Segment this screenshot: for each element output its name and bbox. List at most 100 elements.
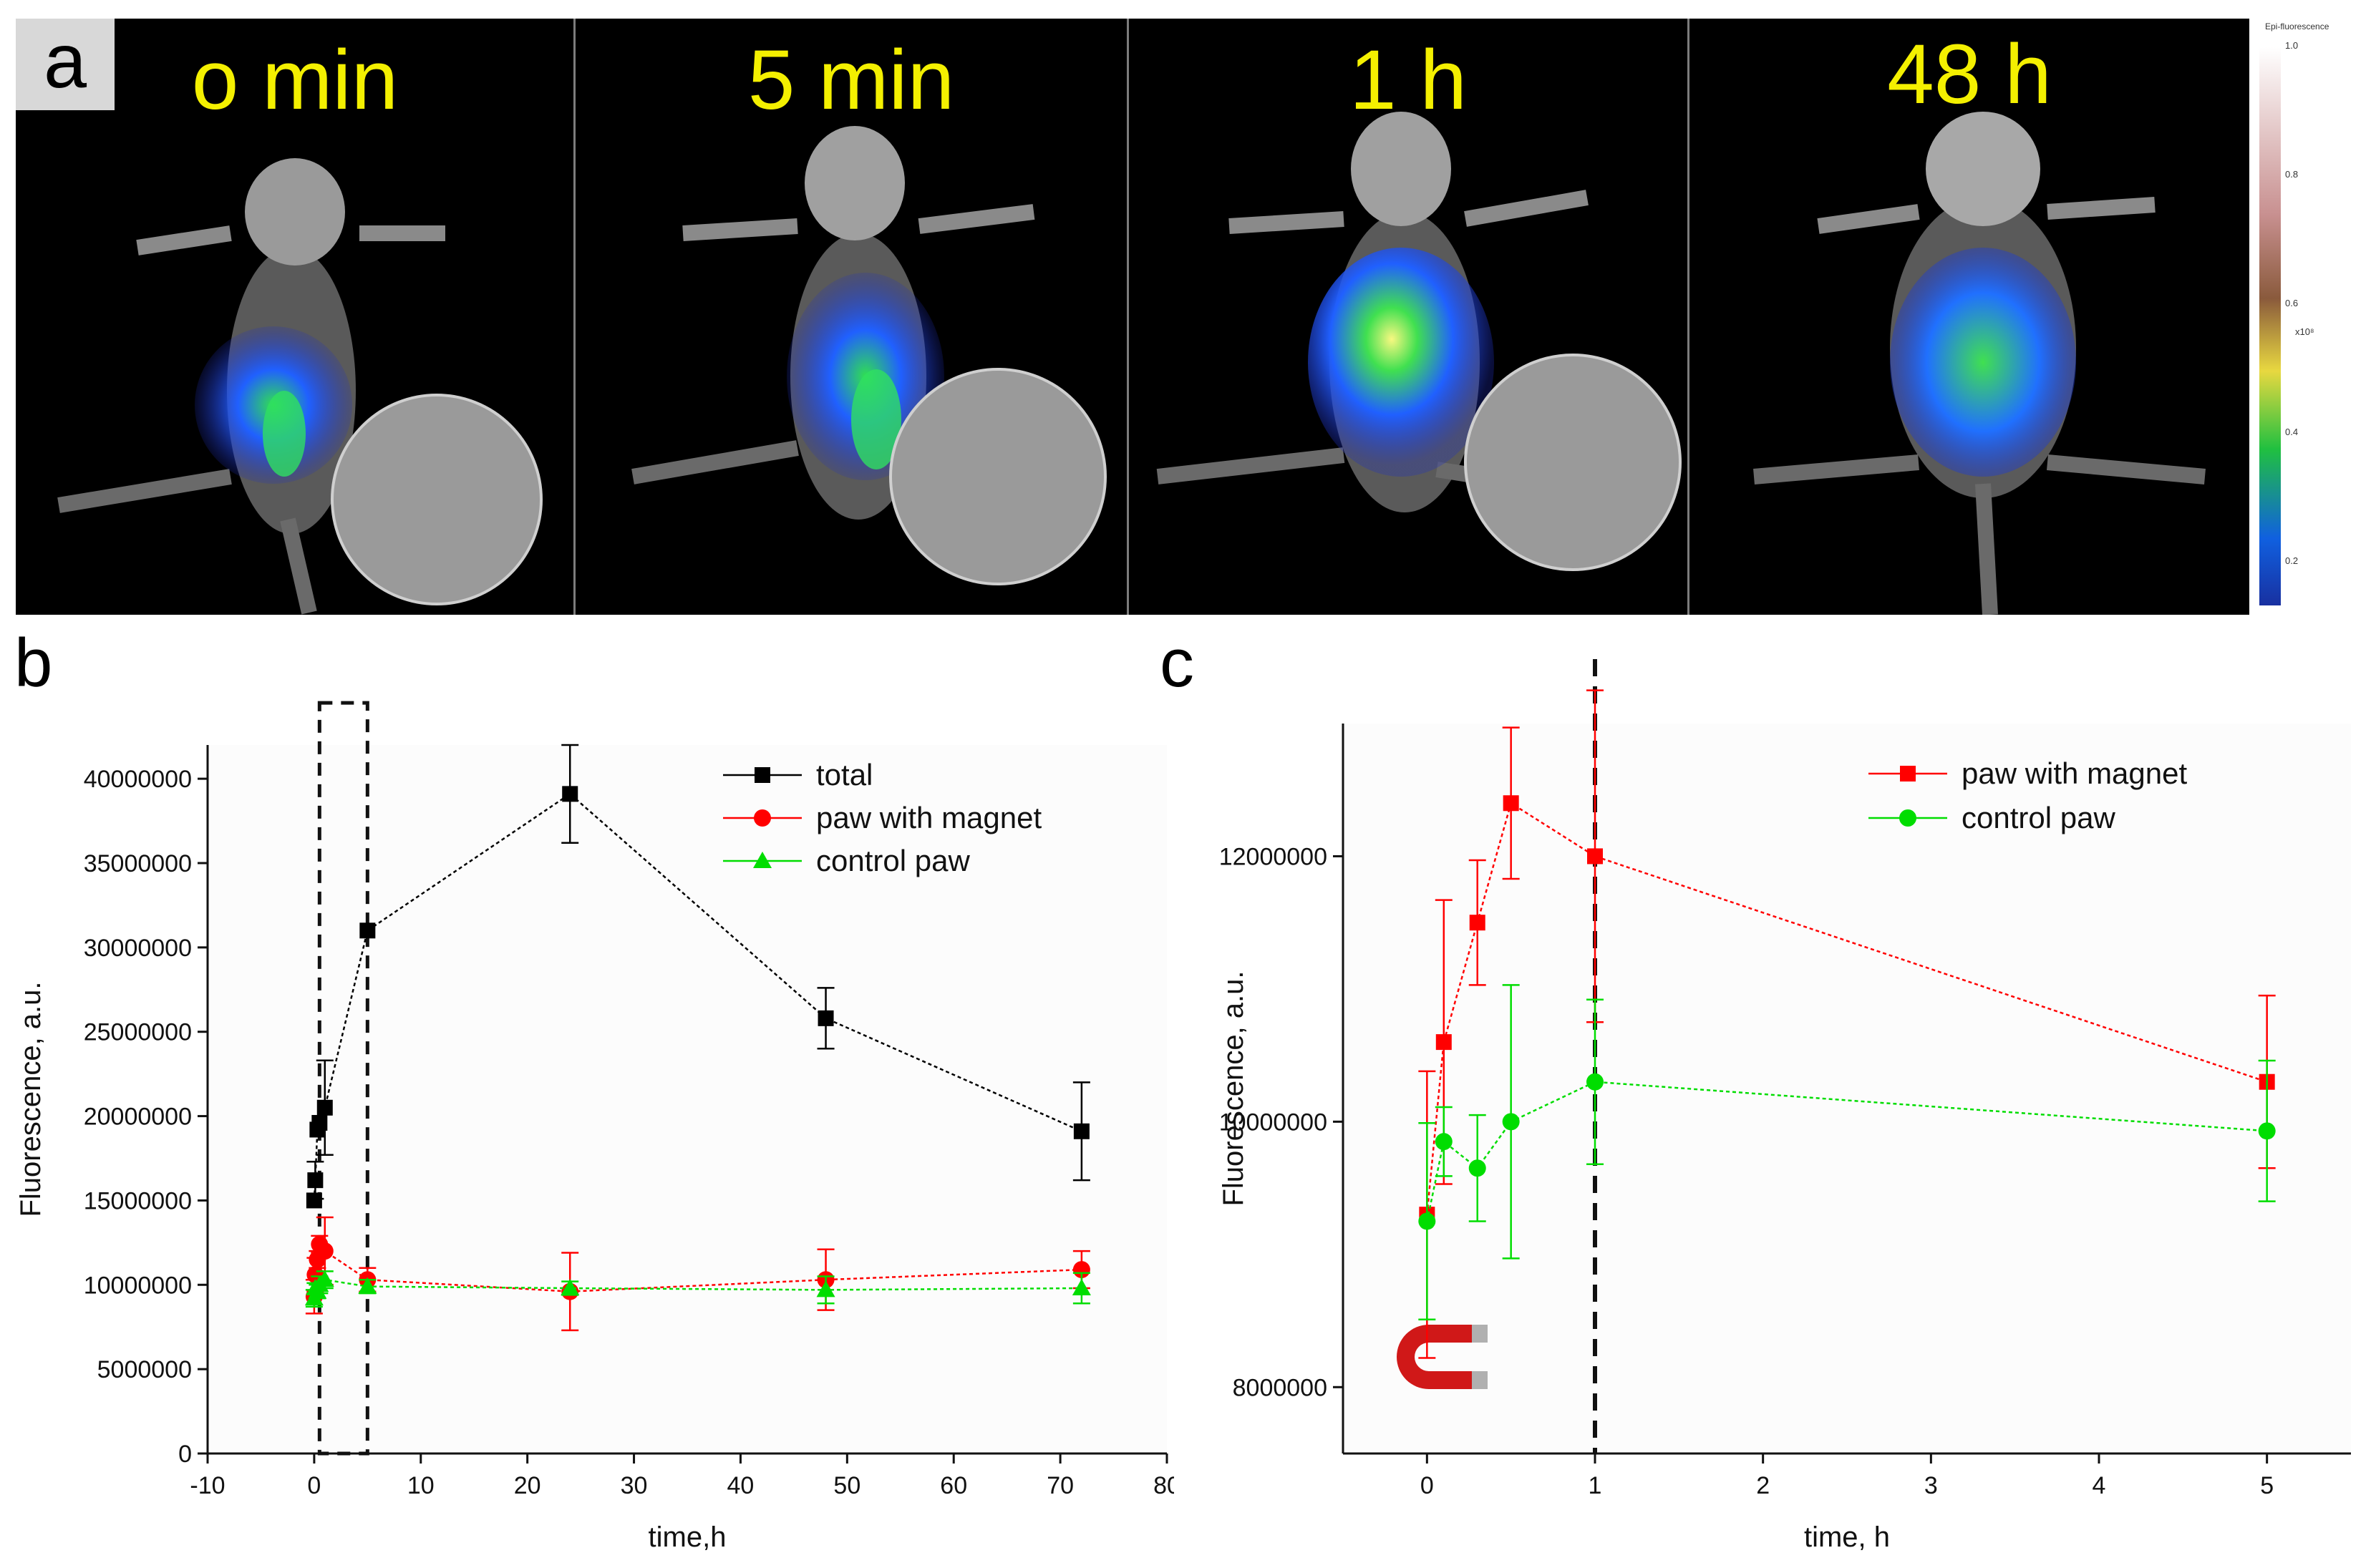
legend-marker bbox=[1899, 809, 1916, 827]
data-point bbox=[2258, 1122, 2276, 1140]
imaging-panel: o min a 5 min bbox=[16, 19, 2249, 615]
y-tick-label: 10000000 bbox=[84, 1272, 192, 1299]
legend-marker bbox=[755, 767, 770, 783]
x-axis-title: time, h bbox=[1804, 1521, 1890, 1553]
x-tick-label: 70 bbox=[1047, 1472, 1074, 1499]
colorbar-tick: 0.8 bbox=[2285, 169, 2299, 180]
frame-0min: o min a bbox=[16, 19, 574, 615]
frame-48h: 48 h bbox=[1689, 19, 2249, 615]
data-point bbox=[818, 1010, 834, 1026]
y-tick-label: 5000000 bbox=[97, 1356, 192, 1383]
y-tick-label: 20000000 bbox=[84, 1104, 192, 1131]
data-point bbox=[1586, 1073, 1604, 1091]
data-point bbox=[1073, 1123, 1090, 1139]
colorbar-tick: 1.0 bbox=[2285, 40, 2299, 51]
colorbar-tick: 0.2 bbox=[2285, 555, 2299, 566]
frame-divider bbox=[1687, 19, 1689, 615]
x-tick-label: 3 bbox=[1924, 1472, 1938, 1499]
zoom-region-box bbox=[317, 701, 369, 1456]
data-point bbox=[316, 1242, 334, 1260]
frame-1h: 1 h bbox=[1129, 19, 1687, 615]
y-tick-label: 40000000 bbox=[84, 766, 192, 793]
magnet-icon bbox=[1397, 1325, 1488, 1389]
data-point bbox=[316, 1099, 333, 1116]
x-tick-label: 40 bbox=[727, 1472, 755, 1499]
plot-area bbox=[1343, 724, 2351, 1453]
y-tick-label: 8000000 bbox=[1233, 1374, 1327, 1401]
data-point bbox=[358, 1277, 377, 1294]
data-point bbox=[1468, 1159, 1486, 1177]
data-point bbox=[561, 1279, 580, 1295]
legend-label: paw with magnet bbox=[816, 801, 1042, 834]
data-point bbox=[311, 1115, 328, 1131]
data-point bbox=[1072, 1279, 1091, 1295]
data-point bbox=[1435, 1133, 1453, 1151]
legend-label: total bbox=[816, 758, 873, 792]
panel-tag-b: b bbox=[14, 625, 53, 701]
y-tick-label: 12000000 bbox=[1219, 843, 1327, 870]
data-point bbox=[1502, 1113, 1520, 1131]
y-tick-label: 15000000 bbox=[84, 1187, 192, 1214]
data-point bbox=[359, 922, 376, 939]
data-point bbox=[307, 1172, 324, 1189]
panel-tag-c: c bbox=[1160, 625, 1194, 701]
legend-label: control paw bbox=[1962, 801, 2115, 834]
x-tick-label: 0 bbox=[307, 1472, 321, 1499]
legend-label: paw with magnet bbox=[1962, 756, 2187, 790]
series-line bbox=[1426, 1081, 2267, 1222]
plot-area bbox=[208, 745, 1167, 1453]
x-tick-label: 0 bbox=[1420, 1472, 1434, 1499]
data-point bbox=[1469, 915, 1485, 931]
data-point bbox=[1072, 1261, 1090, 1279]
series-line bbox=[313, 792, 1082, 1201]
mouse-image bbox=[1753, 112, 2206, 615]
colorbar: Epi-fluorescence 1.0 0.8 0.6 x10⁸ 0.4 0.… bbox=[2252, 19, 2371, 615]
chart-b: -10 0 10 20 30 40 50 60 70 80 0 5000000 10000000 1500… bbox=[15, 701, 1174, 1553]
x-axis-title: time,h bbox=[649, 1521, 727, 1553]
x-tick-label: 10 bbox=[407, 1472, 435, 1499]
frame-divider bbox=[1127, 19, 1129, 615]
mouse-image bbox=[1156, 112, 1682, 571]
frame-label: 1 h bbox=[1349, 33, 1468, 127]
data-point bbox=[315, 1270, 334, 1287]
data-point bbox=[816, 1280, 835, 1297]
x-tick-label: 1 bbox=[1589, 1472, 1602, 1499]
x-tick-label: 50 bbox=[833, 1472, 860, 1499]
frame-label: 5 min bbox=[747, 33, 955, 127]
series-line bbox=[1426, 802, 2268, 1215]
data-point bbox=[1503, 795, 1519, 812]
legend-label: control paw bbox=[816, 844, 970, 877]
chart-c: 0 1 2 3 4 5 8000000 10000000 12000000 time, h Fluo… bbox=[1218, 659, 2351, 1553]
x-tick-label: -10 bbox=[190, 1472, 225, 1499]
colorbar-unit: x10⁸ bbox=[2295, 326, 2314, 337]
frame-label: o min bbox=[191, 33, 399, 127]
colorbar-tick: 0.4 bbox=[2285, 427, 2299, 437]
data-point bbox=[562, 786, 578, 802]
magnet-body bbox=[1397, 1325, 1479, 1389]
frame-divider bbox=[573, 19, 576, 615]
x-tick-label: 2 bbox=[1756, 1472, 1770, 1499]
x-tick-label: 80 bbox=[1153, 1472, 1174, 1499]
y-axis-title: Fluorescence, a.u. bbox=[15, 981, 47, 1217]
x-tick-label: 60 bbox=[940, 1472, 967, 1499]
magnet-pole bbox=[1472, 1371, 1488, 1389]
y-tick-label: 10000000 bbox=[1219, 1109, 1327, 1136]
data-point bbox=[1435, 1034, 1452, 1051]
y-tick-label: 35000000 bbox=[84, 850, 192, 877]
data-point bbox=[1418, 1212, 1436, 1230]
magnet-pole bbox=[1472, 1325, 1488, 1343]
y-tick-label: 25000000 bbox=[84, 1019, 192, 1046]
x-tick-label: 30 bbox=[621, 1472, 648, 1499]
colorbar-title: Epi-fluorescence bbox=[2265, 21, 2329, 31]
data-point bbox=[1587, 848, 1603, 865]
colorbar-gradient bbox=[2259, 47, 2281, 605]
panel-tag-a: a bbox=[16, 19, 115, 110]
legend-marker bbox=[1900, 766, 1916, 781]
data-point bbox=[306, 1192, 322, 1209]
x-tick-label: 5 bbox=[2260, 1472, 2274, 1499]
frame-5min: 5 min bbox=[576, 19, 1127, 615]
x-tick-label: 4 bbox=[2093, 1472, 2106, 1499]
mouse-image bbox=[631, 126, 1107, 585]
y-axis-title: Fluorescence, a.u. bbox=[1218, 970, 1249, 1206]
colorbar-tick: 0.6 bbox=[2285, 298, 2299, 308]
